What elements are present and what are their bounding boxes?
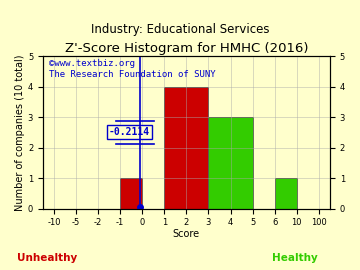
Text: Healthy: Healthy (272, 253, 318, 263)
Text: Industry: Educational Services: Industry: Educational Services (91, 23, 269, 36)
Text: ©www.textbiz.org
The Research Foundation of SUNY: ©www.textbiz.org The Research Foundation… (49, 59, 215, 79)
Bar (164, 87, 208, 209)
X-axis label: Score: Score (173, 229, 200, 239)
Bar (208, 117, 253, 209)
Text: Unhealthy: Unhealthy (17, 253, 77, 263)
Text: -0.2114: -0.2114 (109, 127, 150, 137)
Bar (120, 178, 142, 209)
Title: Z'-Score Histogram for HMHC (2016): Z'-Score Histogram for HMHC (2016) (65, 42, 308, 55)
Y-axis label: Number of companies (10 total): Number of companies (10 total) (15, 54, 25, 211)
Bar (275, 178, 297, 209)
